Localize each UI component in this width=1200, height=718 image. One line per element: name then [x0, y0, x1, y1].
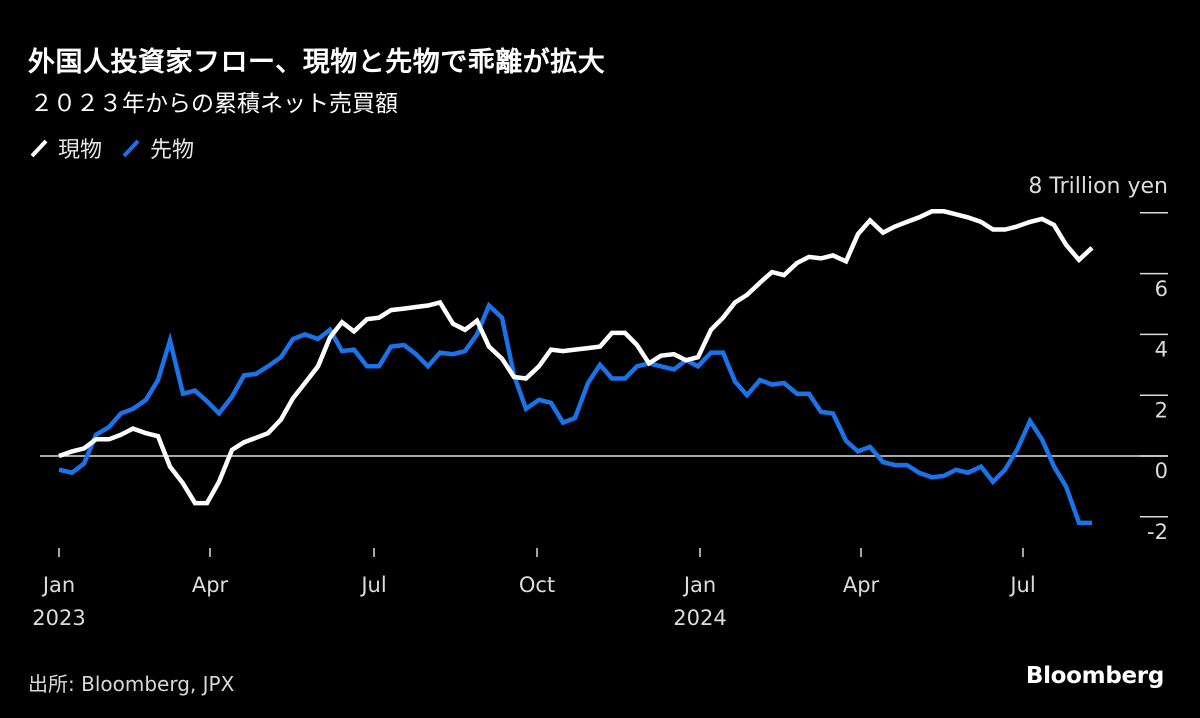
bloomberg-logo: Bloomberg [1025, 663, 1164, 689]
x-tick-label: Apr [843, 573, 880, 597]
legend-label-futures: 先物 [150, 138, 195, 163]
source-note: 出所: Bloomberg, JPX [28, 672, 235, 696]
series-line-futures [58, 301, 1092, 526]
chart-subtitle: ２０２３年からの累積ネット売買額 [30, 91, 398, 117]
x-tick-label: Jan [682, 573, 716, 597]
chart-title: 外国人投資家フロー、現物と先物で乖離が拡大 [28, 47, 606, 78]
x-tick-label: Jul [359, 573, 386, 597]
y-tick-label: -2 [1147, 520, 1168, 544]
x-tick-label: Apr [192, 573, 229, 597]
y-tick-label: 4 [1155, 338, 1168, 362]
line-swatch-icon [30, 139, 48, 158]
series-line-spot [58, 209, 1094, 506]
legend-item-spot: 現物 [28, 132, 102, 164]
y-tick-label: 6 [1155, 277, 1168, 301]
x-tick-label: Oct [519, 573, 555, 597]
y-tick-label: 0 [1155, 459, 1168, 483]
x-tick-label: Jul [1008, 573, 1035, 597]
x-tick-year-label: 2023 [32, 606, 85, 630]
line-swatch-icon [122, 139, 140, 158]
x-axis: Jan 2023 Apr Jul Oct Jan 2024 Apr Jul [32, 548, 1036, 630]
legend: 現物 先物 [28, 132, 212, 164]
x-tick-year-label: 2024 [673, 606, 726, 630]
y-axis-unit-label: 8 Trillion yen [1028, 174, 1168, 199]
y-tick-label: 2 [1155, 398, 1168, 422]
series-group [58, 209, 1094, 526]
y-axis: 6 4 2 0 -2 [1140, 212, 1168, 544]
legend-label-spot: 現物 [58, 138, 103, 163]
x-tick-label: Jan [41, 573, 75, 597]
legend-item-futures: 先物 [120, 132, 194, 164]
